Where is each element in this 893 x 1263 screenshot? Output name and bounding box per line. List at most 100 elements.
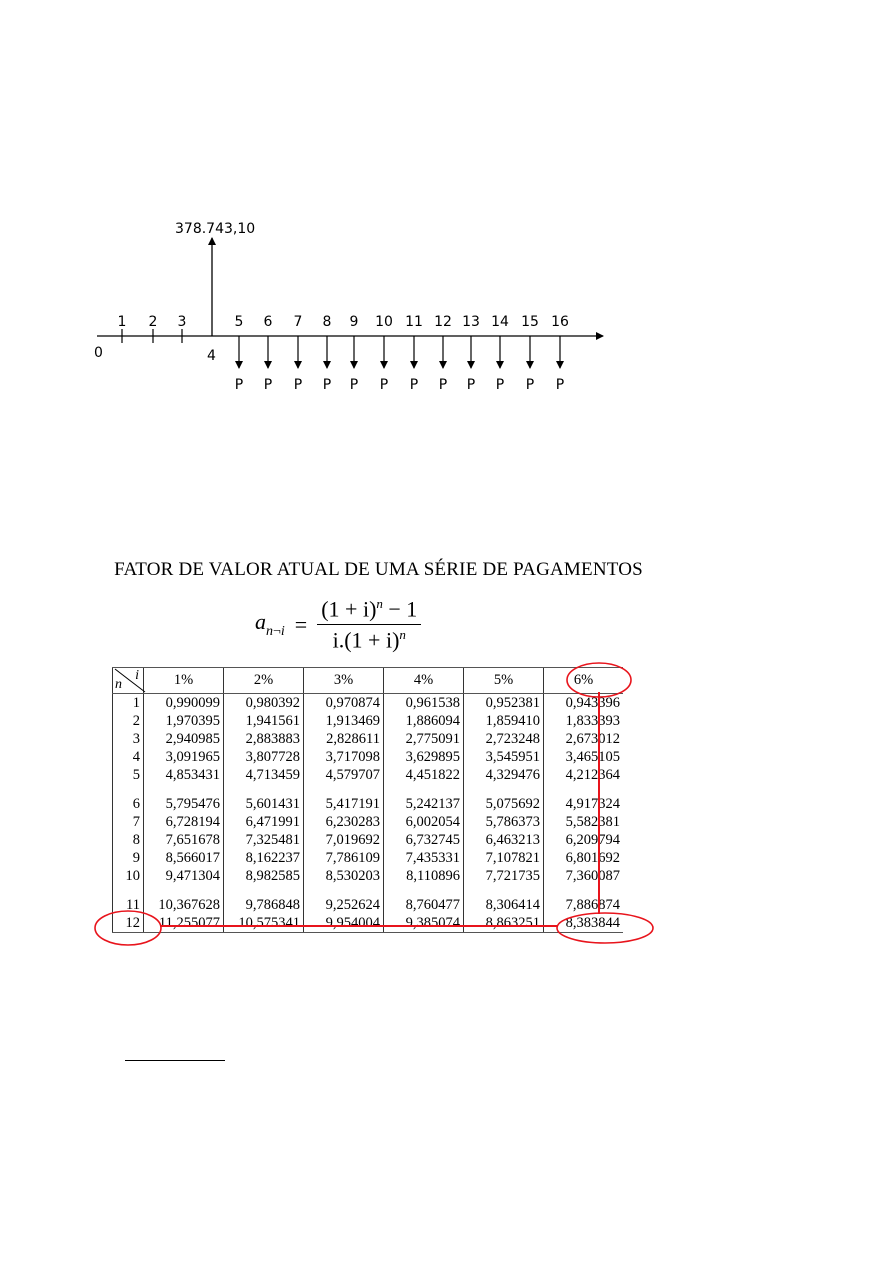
factor-cell: 4,579707: [303, 766, 384, 784]
numerator-base: (1 + i): [321, 596, 377, 622]
factor-cell: 3,629895: [383, 748, 464, 766]
factor-cell: 10,575341: [223, 914, 304, 933]
table-row: 7 6,728194 6,471991 6,230283 6,002054 5,78637…: [112, 813, 623, 831]
factor-cell: 5,417191: [303, 784, 384, 813]
payment-period-label: 16: [551, 314, 569, 330]
factor-cell: 4,329476: [463, 766, 544, 784]
present-value-label: 378.743,10: [175, 221, 255, 237]
period-cell: 12: [112, 914, 144, 933]
factor-cell: 0,990099: [143, 693, 224, 712]
factor-cell: 8,162237: [223, 849, 304, 867]
payment-period-label: 10: [375, 314, 393, 330]
payment-period-label: 11: [405, 314, 423, 330]
factor-cell: 3,465105: [543, 748, 623, 766]
factor-cell: 9,252624: [303, 885, 384, 914]
factor-cell: 4,853431: [143, 766, 224, 784]
table-row: 4 3,091965 3,807728 3,717098 3,629895 3,54595…: [112, 748, 623, 766]
period-cell: 7: [112, 813, 144, 831]
factor-cell: 6,209794: [543, 831, 623, 849]
factor-cell: 2,883883: [223, 730, 304, 748]
table-header-row: i n 1% 2% 3% 4% 5% 6%: [112, 667, 623, 694]
payment-label: P: [350, 377, 358, 393]
numerator-exp: n: [376, 596, 383, 611]
denominator-exp: n: [399, 627, 406, 643]
table-row: 10 9,471304 8,982585 8,530203 8,110896 7,7217…: [112, 867, 623, 885]
factor-cell: 4,212364: [543, 766, 623, 784]
factor-cell: 2,828611: [303, 730, 384, 748]
table-row: 11 10,367628 9,786848 9,252624 8,760477 8,306…: [112, 885, 623, 914]
factor-cell: 8,760477: [383, 885, 464, 914]
factor-cell: 7,325481: [223, 831, 304, 849]
factor-cell: 6,230283: [303, 813, 384, 831]
factor-cell: 9,954004: [303, 914, 384, 933]
payment-label: P: [264, 377, 272, 393]
factor-cell: 2,673012: [543, 730, 623, 748]
factor-cell: 1,970395: [143, 712, 224, 730]
payment-label: P: [323, 377, 331, 393]
factor-cell: 3,091965: [143, 748, 224, 766]
payment-period-label: 12: [434, 314, 452, 330]
footnote-separator: [125, 1060, 225, 1061]
payment-period-label: 5: [235, 314, 244, 330]
factor-cell: 5,601431: [223, 784, 304, 813]
payment-label: P: [556, 377, 564, 393]
cash-flow-diagram: 378.743,10 0 4 1 2 3 5P6P7P8P9P10P11P12P13P…: [94, 221, 604, 393]
period-cell: 3: [112, 730, 144, 748]
factor-cell: 6,471991: [223, 813, 304, 831]
factor-cell: 5,795476: [143, 784, 224, 813]
factor-cell: 8,110896: [383, 867, 464, 885]
payment-label: P: [526, 377, 534, 393]
factor-cell: 9,786848: [223, 885, 304, 914]
factor-cell: 2,940985: [143, 730, 224, 748]
factor-cell: 7,360087: [543, 867, 623, 885]
period-cell: 11: [112, 885, 144, 914]
payment-period-label: 9: [350, 314, 359, 330]
factor-cell: 7,435331: [383, 849, 464, 867]
payment-period-label: 14: [491, 314, 509, 330]
table-title: FATOR DE VALOR ATUAL DE UMA SÉRIE DE PAG…: [114, 559, 643, 580]
factor-cell: 5,786373: [463, 813, 544, 831]
factor-cell: 2,723248: [463, 730, 544, 748]
payment-period-label: 13: [462, 314, 480, 330]
factor-cell: 7,721735: [463, 867, 544, 885]
factor-cell: 10,367628: [143, 885, 224, 914]
period-cell: 1: [112, 693, 144, 712]
period-cell: 9: [112, 849, 144, 867]
factor-cell: 6,801692: [543, 849, 623, 867]
factor-cell: 1,913469: [303, 712, 384, 730]
factor-cell: 9,385074: [383, 914, 464, 933]
period-cell: 10: [112, 867, 144, 885]
payment-period-label: 15: [521, 314, 539, 330]
payment-label: P: [467, 377, 475, 393]
factor-cell: 1,886094: [383, 712, 464, 730]
factor-cell: 1,859410: [463, 712, 544, 730]
rate-header: 6%: [543, 667, 623, 694]
table-row: 5 4,853431 4,713459 4,579707 4,451822 4,32947…: [112, 766, 623, 784]
period-label: 3: [178, 314, 187, 330]
period-4-label: 4: [207, 348, 216, 364]
rate-header: 4%: [383, 667, 464, 694]
period-cell: 8: [112, 831, 144, 849]
factor-cell: 0,952381: [463, 693, 544, 712]
factor-cell: 0,980392: [223, 693, 304, 712]
rate-header: 5%: [463, 667, 544, 694]
corner-n: n: [115, 677, 122, 692]
factor-cell: 8,383844: [543, 914, 623, 933]
factor-cell: 9,471304: [143, 867, 224, 885]
factor-cell: 1,941561: [223, 712, 304, 730]
factor-cell: 3,717098: [303, 748, 384, 766]
factor-cell: 4,451822: [383, 766, 464, 784]
factor-cell: 7,651678: [143, 831, 224, 849]
rate-header: 1%: [143, 667, 224, 694]
factor-cell: 6,002054: [383, 813, 464, 831]
period-cell: 2: [112, 712, 144, 730]
table-row: 1 0,990099 0,980392 0,970874 0,961538 0,95238…: [112, 693, 623, 712]
numerator-tail: − 1: [382, 596, 418, 622]
formula-equals: =: [294, 611, 308, 637]
rate-header: 2%: [223, 667, 304, 694]
period-label: 2: [149, 314, 158, 330]
factor-cell: 7,786109: [303, 849, 384, 867]
factor-cell: 7,886874: [543, 885, 623, 914]
factor-cell: 5,075692: [463, 784, 544, 813]
table-row: 12 11,255077 10,575341 9,954004 9,385074 8,86…: [112, 914, 623, 933]
